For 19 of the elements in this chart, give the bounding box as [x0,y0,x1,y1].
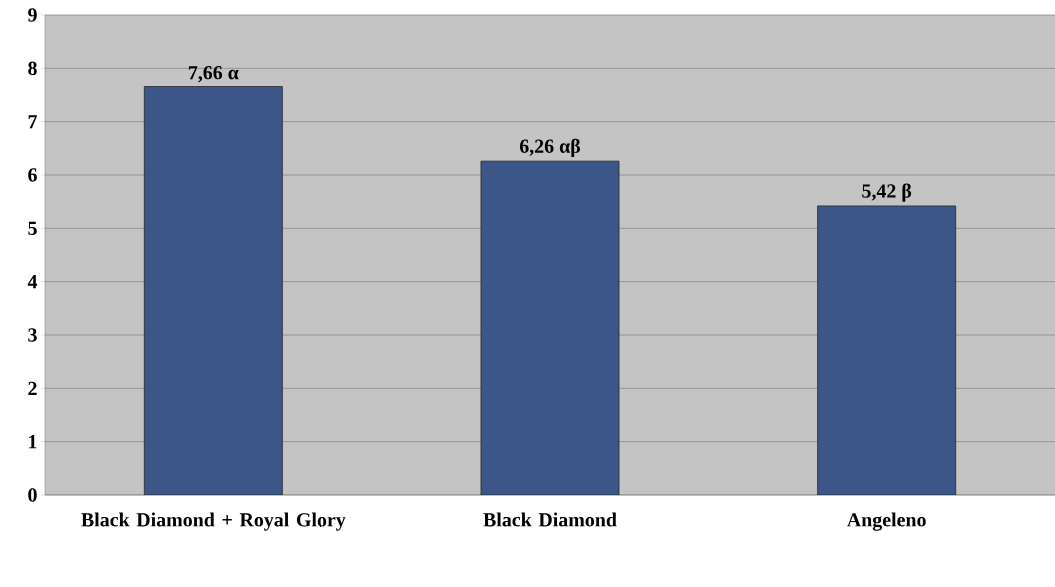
bar [480,160,620,495]
y-tick-label: 0 [28,488,37,502]
data-label: 5,42 β [862,183,912,202]
bar [817,205,957,495]
y-tick-label: 5 [28,221,37,235]
y-tick-label: 3 [28,328,37,342]
x-tick-label: Black Diamond [483,512,617,527]
data-label: 7,66 α [188,66,239,83]
x-tick-label: Angeleno [846,512,926,531]
y-tick-label: 4 [27,275,38,289]
y-tick-label: 9 [28,8,37,22]
y-tick-label: 6 [28,168,37,182]
y-tick-label: 2 [28,381,37,395]
y-tick-label: 7 [28,115,37,129]
x-tick-label: Black Diamond + Royal Glory [81,512,346,531]
bar [143,86,283,495]
y-tick-label: 8 [28,61,37,76]
y-tick-label: 1 [29,435,37,449]
data-label: 6,26 αβ [519,138,581,157]
